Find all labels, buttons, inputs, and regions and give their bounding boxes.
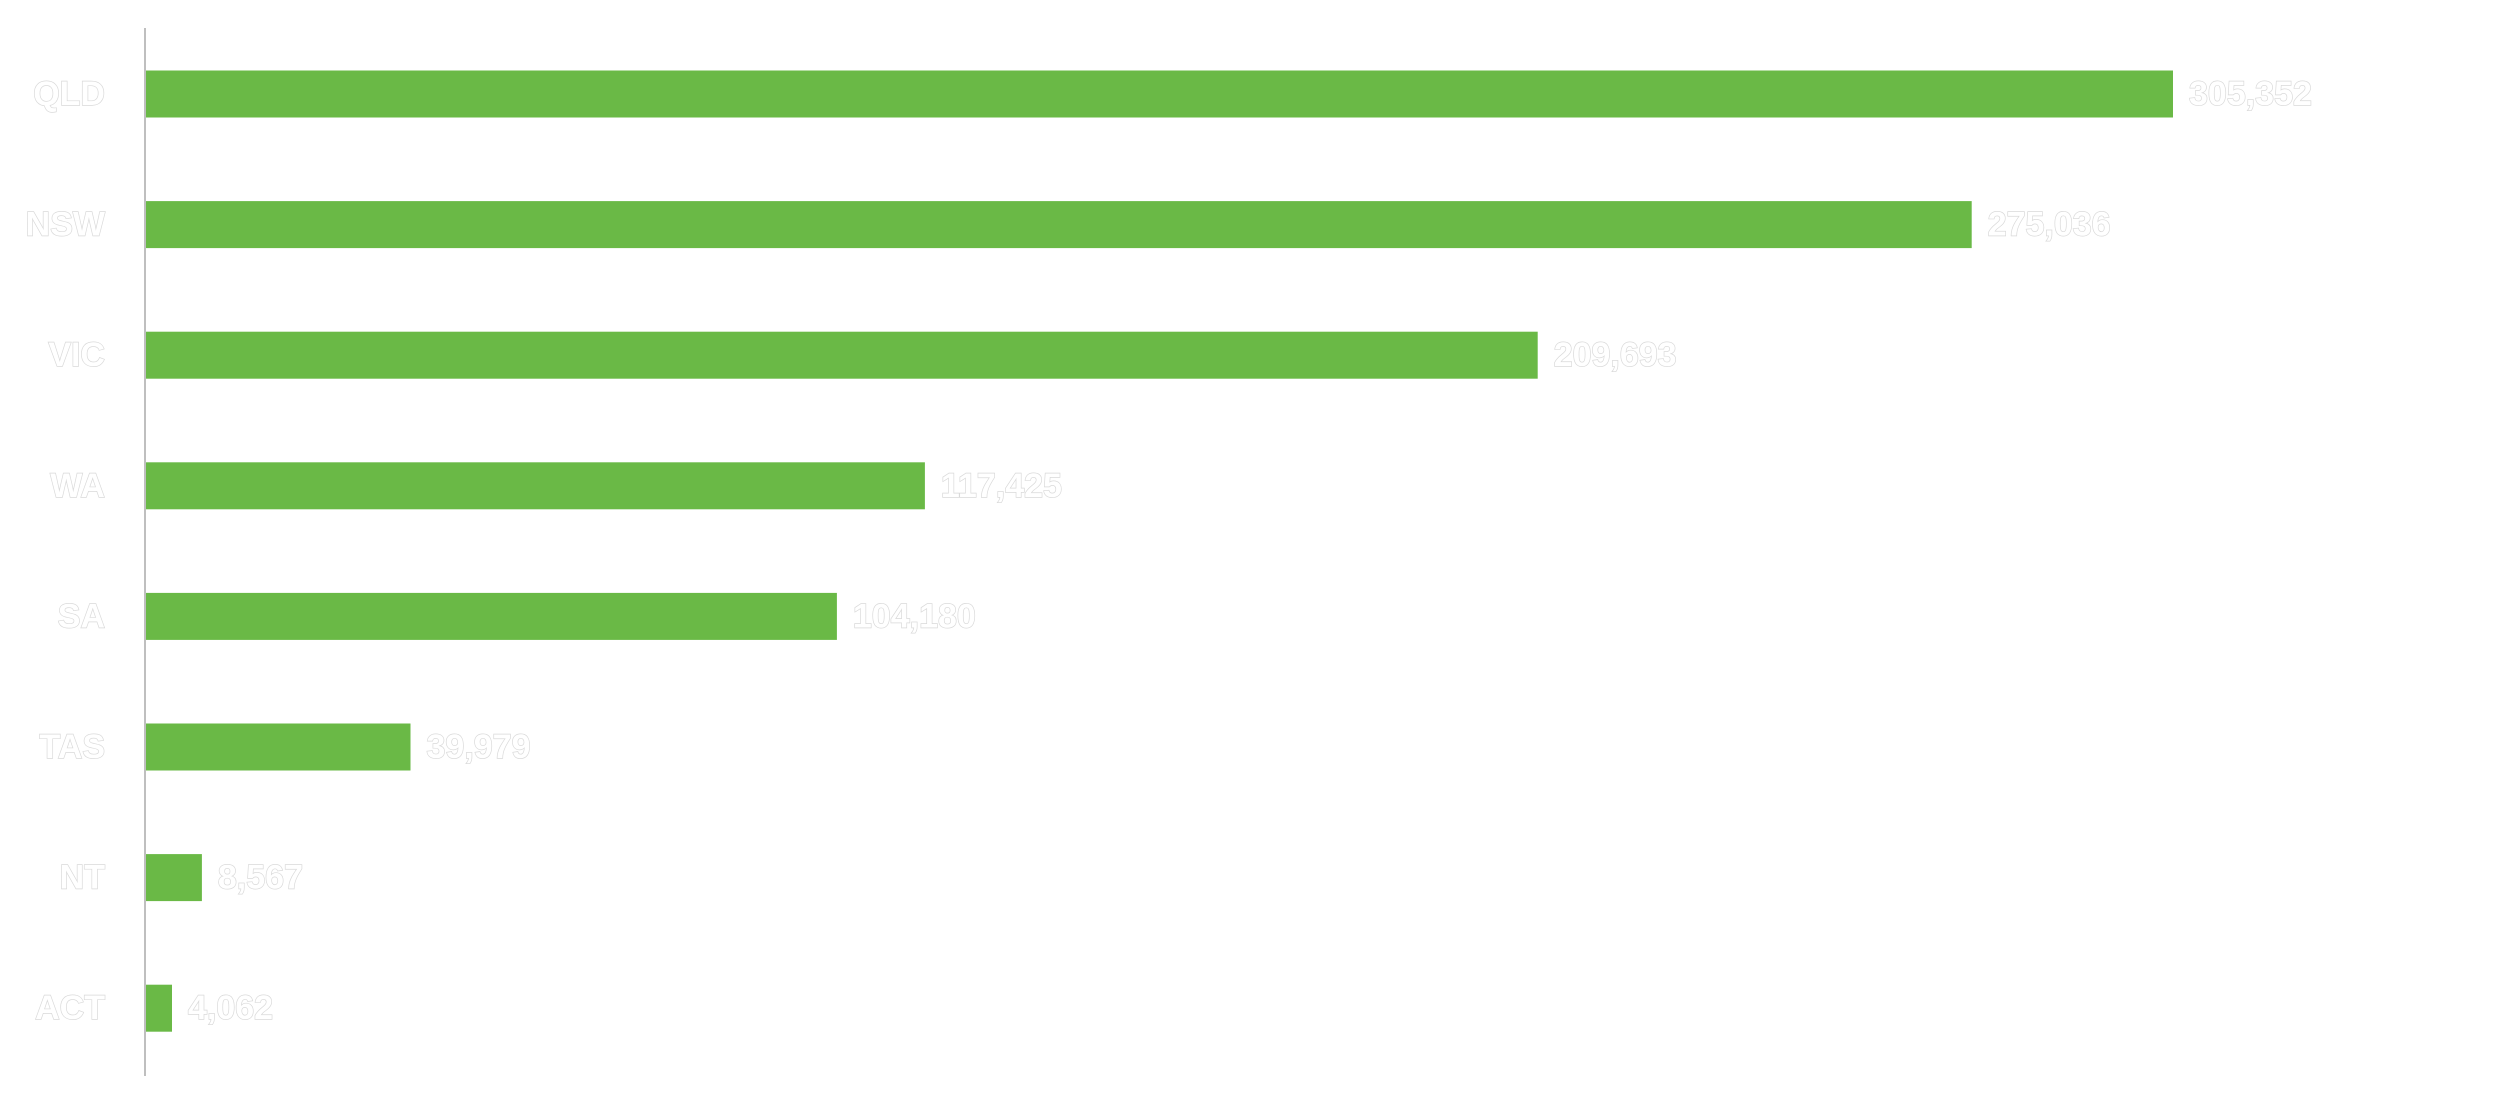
category-labels-group: QLD NSW VIC WA SA TAS NT ACT [25,74,107,1028]
bar-nt [145,854,202,902]
value-label-tas: 39,979 [427,728,531,766]
bar-qld [145,70,2173,118]
category-label-vic: VIC [48,336,105,374]
bar-tas [145,723,411,771]
category-label-tas: TAS [40,728,105,766]
category-label-nsw: NSW [26,206,106,244]
category-label-wa: WA [50,467,105,505]
bars-group [145,70,2173,1032]
bar-nsw [145,201,1972,249]
value-labels-group: 305,352 275,036 209,693 117,425 104,180 39,97… [187,74,2312,1028]
value-label-sa: 104,180 [853,597,976,635]
bar-wa [145,462,925,510]
value-label-nsw: 275,036 [1988,206,2111,244]
value-label-act: 4,062 [188,989,273,1027]
bar-sa [145,592,837,640]
category-label-act: ACT [35,989,105,1027]
bar-act [145,984,172,1032]
value-label-nt: 8,567 [218,859,303,897]
category-label-nt: NT [60,859,106,897]
category-label-qld: QLD [33,75,105,113]
category-label-sa: SA [58,597,105,635]
bar-vic [145,331,1538,379]
value-label-vic: 209,693 [1554,336,1677,374]
value-label-qld: 305,352 [2189,75,2312,113]
value-label-wa: 117,425 [941,467,1062,505]
